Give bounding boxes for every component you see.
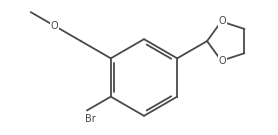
Text: O: O <box>219 16 227 26</box>
Text: O: O <box>219 56 227 66</box>
Text: Br: Br <box>85 114 96 124</box>
Text: O: O <box>51 21 58 31</box>
